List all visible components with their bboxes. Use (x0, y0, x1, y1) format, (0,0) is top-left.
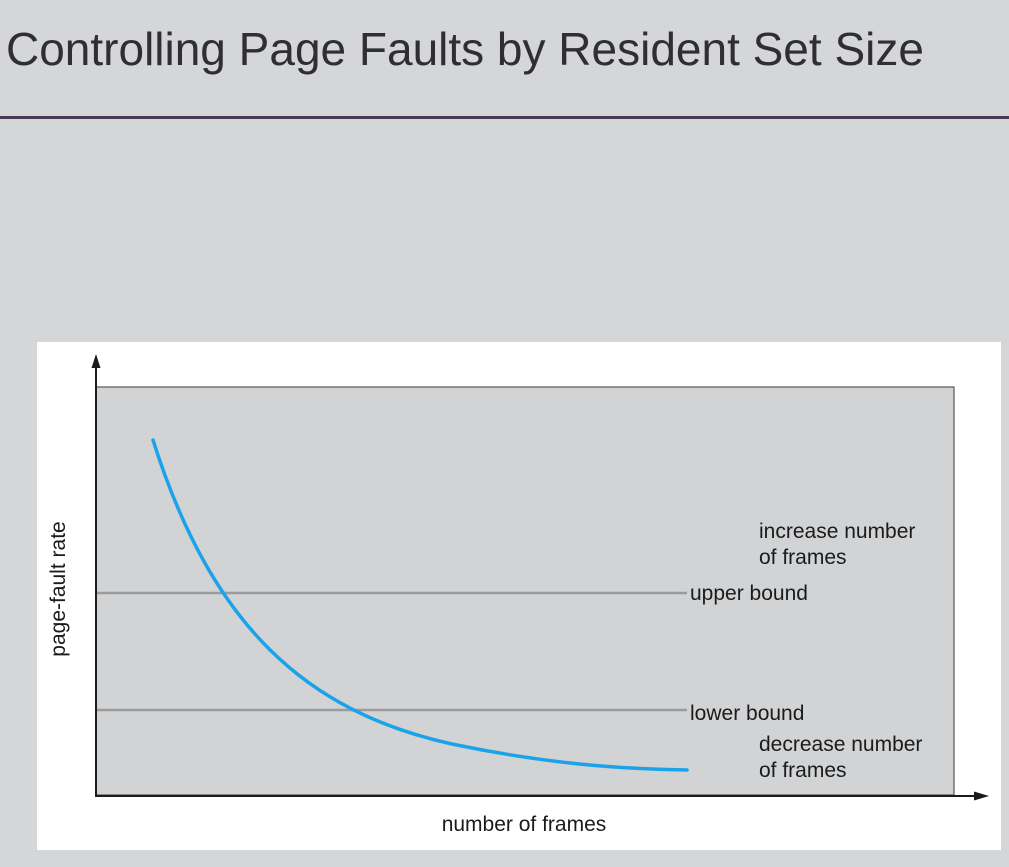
plot-area (95, 386, 955, 796)
figure-panel: page-fault rate number of frames increas… (37, 342, 1001, 850)
increase-frames-label-line1: increase number (759, 520, 915, 543)
lower-bound-label: lower bound (690, 702, 804, 725)
y-axis-arrow (91, 354, 101, 368)
page-fault-diagram: page-fault rate number of frames increas… (47, 354, 989, 836)
upper-bound-label: upper bound (690, 582, 808, 605)
decrease-frames-label-line1: decrease number (759, 733, 922, 756)
slide-title: Controlling Page Faults by Resident Set … (6, 23, 924, 75)
page-fault-curve (151, 438, 689, 772)
y-axis-label: page-fault rate (47, 521, 70, 656)
title-divider (0, 116, 1009, 119)
x-axis-label: number of frames (442, 813, 607, 836)
x-axis-arrow (974, 791, 989, 801)
increase-frames-label-line2: of frames (759, 546, 847, 569)
decrease-frames-label-line2: of frames (759, 759, 847, 782)
